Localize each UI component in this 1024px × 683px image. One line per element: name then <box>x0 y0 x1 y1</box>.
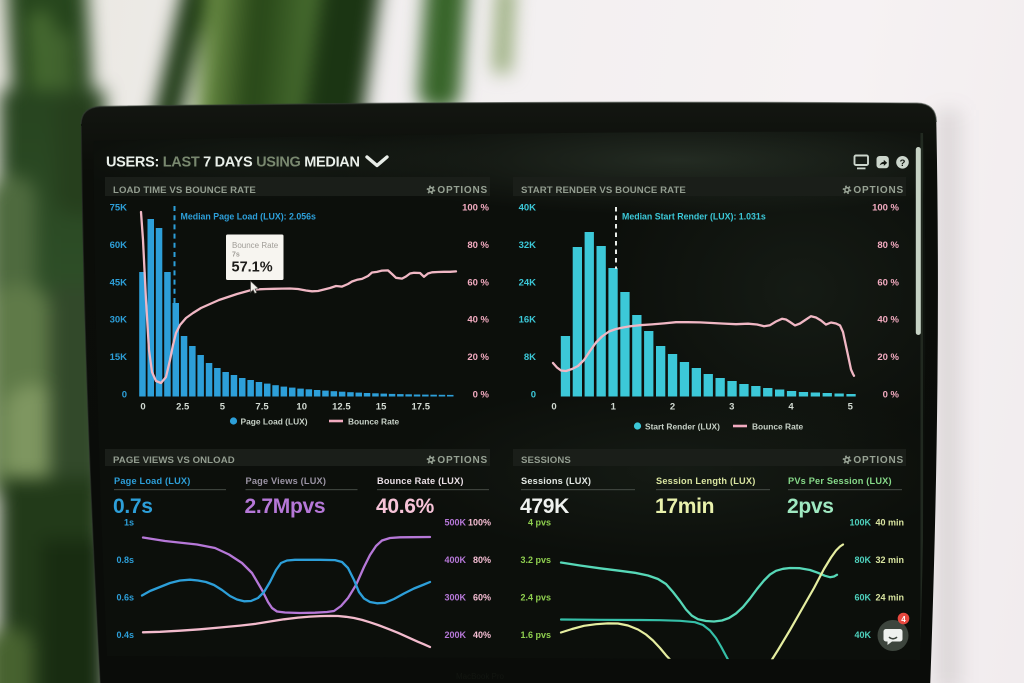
svg-text:80K: 80K <box>854 555 871 565</box>
svg-text:3: 3 <box>729 402 734 413</box>
svg-text:Bounce Rate: Bounce Rate <box>752 422 804 432</box>
svg-text:Median Start Render (LUX): 1.0: Median Start Render (LUX): 1.031s <box>622 212 766 222</box>
svg-text:1.6 pvs: 1.6 pvs <box>520 630 551 640</box>
svg-text:60%: 60% <box>473 593 491 603</box>
svg-text:3.2 pvs: 3.2 pvs <box>520 555 551 565</box>
svg-text:START RENDER VS BOUNCE RATE: START RENDER VS BOUNCE RATE <box>521 185 686 196</box>
svg-text:OPTIONS: OPTIONS <box>437 185 488 196</box>
svg-text:16K: 16K <box>519 315 537 326</box>
svg-text:80%: 80% <box>473 555 491 565</box>
svg-text:40%: 40% <box>473 630 491 640</box>
svg-text:40K: 40K <box>519 203 537 214</box>
svg-text:40 %: 40 % <box>467 315 489 326</box>
svg-text:7s: 7s <box>232 252 240 259</box>
svg-text:400K: 400K <box>444 555 466 565</box>
svg-text:0 %: 0 % <box>883 390 900 401</box>
svg-text:PAGE VIEWS VS ONLOAD: PAGE VIEWS VS ONLOAD <box>113 455 235 466</box>
svg-text:Start Render (LUX): Start Render (LUX) <box>645 422 720 432</box>
svg-text:200K: 200K <box>444 630 466 640</box>
svg-text:4: 4 <box>788 402 794 413</box>
svg-text:OPTIONS: OPTIONS <box>853 185 904 196</box>
svg-text:45K: 45K <box>110 277 128 288</box>
svg-text:100%: 100% <box>468 518 491 528</box>
svg-text:100K: 100K <box>849 518 871 528</box>
svg-text:Page Views (LUX): Page Views (LUX) <box>246 476 327 486</box>
svg-text:479K: 479K <box>520 495 569 518</box>
svg-text:PVs Per Session (LUX): PVs Per Session (LUX) <box>788 476 892 486</box>
svg-text:OPTIONS: OPTIONS <box>437 455 488 466</box>
svg-text:500K: 500K <box>444 518 466 528</box>
svg-text:2pvs: 2pvs <box>787 495 834 518</box>
svg-text:80 %: 80 % <box>877 240 899 251</box>
svg-text:USERS: LAST 7 DAYS USING MEDIA: USERS: LAST 7 DAYS USING MEDIAN <box>106 155 360 171</box>
svg-text:40 min: 40 min <box>875 518 904 528</box>
svg-text:7.5: 7.5 <box>255 402 269 413</box>
svg-text:32 min: 32 min <box>875 555 904 565</box>
svg-text:24K: 24K <box>519 277 537 288</box>
svg-text:60K: 60K <box>110 240 128 251</box>
svg-text:100 %: 100 % <box>872 203 899 214</box>
svg-text:0: 0 <box>140 402 145 413</box>
svg-text:?: ? <box>900 158 906 169</box>
svg-text:5: 5 <box>220 402 226 413</box>
svg-text:Median Page Load (LUX): 2.056s: Median Page Load (LUX): 2.056s <box>181 212 317 222</box>
svg-text:75K: 75K <box>110 203 128 214</box>
svg-text:0 %: 0 % <box>473 390 490 401</box>
svg-text:10: 10 <box>296 402 307 413</box>
svg-text:300K: 300K <box>444 593 466 603</box>
svg-text:100 %: 100 % <box>462 203 489 214</box>
svg-text:SESSIONS: SESSIONS <box>521 455 571 466</box>
svg-text:57.1%: 57.1% <box>232 260 273 276</box>
svg-text:80 %: 80 % <box>467 240 489 251</box>
svg-text:12.5: 12.5 <box>332 402 351 413</box>
svg-text:30K: 30K <box>110 315 128 326</box>
svg-text:17min: 17min <box>655 495 714 518</box>
svg-text:0.8s: 0.8s <box>116 555 134 565</box>
svg-text:1s: 1s <box>124 518 134 528</box>
svg-text:20 %: 20 % <box>467 352 489 363</box>
svg-text:1: 1 <box>611 402 617 413</box>
svg-text:2.7Mpvs: 2.7Mpvs <box>245 495 326 518</box>
svg-text:Sessions (LUX): Sessions (LUX) <box>521 476 591 486</box>
svg-text:2.5: 2.5 <box>176 402 190 413</box>
svg-text:LOAD TIME VS BOUNCE RATE: LOAD TIME VS BOUNCE RATE <box>113 185 256 196</box>
svg-text:4 pvs: 4 pvs <box>528 518 551 528</box>
svg-text:15: 15 <box>376 402 387 413</box>
svg-text:5: 5 <box>848 402 854 413</box>
svg-text:40 %: 40 % <box>877 315 899 326</box>
svg-text:Bounce Rate (LUX): Bounce Rate (LUX) <box>377 476 464 486</box>
svg-text:15K: 15K <box>110 352 128 363</box>
svg-text:MacBook Pro: MacBook Pro <box>456 672 505 681</box>
svg-text:0: 0 <box>122 390 127 401</box>
svg-text:32K: 32K <box>519 240 537 251</box>
svg-text:0: 0 <box>531 390 536 401</box>
svg-text:Page Load (LUX): Page Load (LUX) <box>241 417 308 427</box>
svg-text:0: 0 <box>551 402 556 413</box>
svg-text:Bounce Rate: Bounce Rate <box>232 241 279 250</box>
svg-text:0.6s: 0.6s <box>116 593 134 603</box>
svg-text:24 min: 24 min <box>875 593 904 603</box>
svg-text:2: 2 <box>670 402 675 413</box>
svg-text:20 %: 20 % <box>877 352 899 363</box>
svg-text:8K: 8K <box>524 352 536 363</box>
svg-text:0.4s: 0.4s <box>116 630 134 640</box>
svg-text:17.5: 17.5 <box>412 402 431 413</box>
svg-text:40.6%: 40.6% <box>376 495 435 518</box>
svg-text:60 %: 60 % <box>877 277 899 288</box>
svg-text:40K: 40K <box>854 630 871 640</box>
svg-text:60K: 60K <box>854 593 871 603</box>
svg-text:Session Length (LUX): Session Length (LUX) <box>656 476 755 486</box>
svg-text:OPTIONS: OPTIONS <box>853 455 904 466</box>
svg-text:0.7s: 0.7s <box>113 495 153 518</box>
svg-text:Page Load (LUX): Page Load (LUX) <box>114 476 191 486</box>
svg-text:Bounce Rate: Bounce Rate <box>348 417 400 427</box>
svg-text:60 %: 60 % <box>467 277 489 288</box>
svg-text:4: 4 <box>901 615 906 624</box>
svg-text:2.4 pvs: 2.4 pvs <box>520 593 551 603</box>
